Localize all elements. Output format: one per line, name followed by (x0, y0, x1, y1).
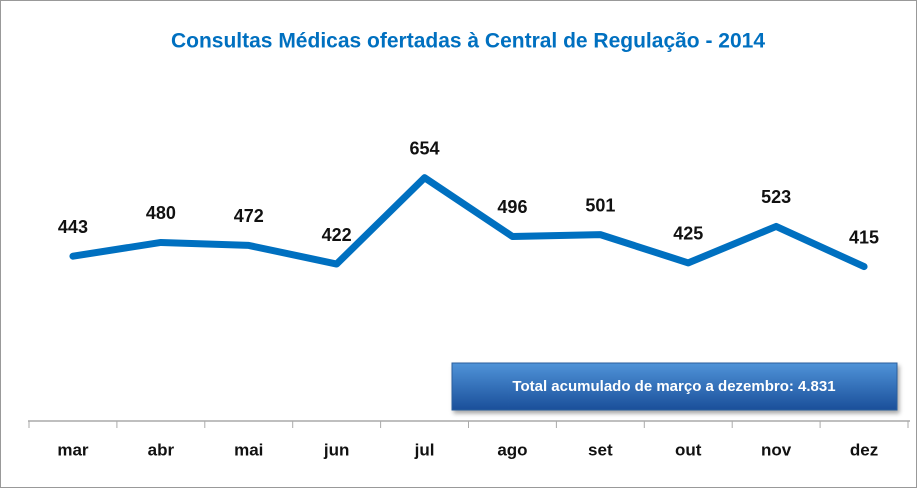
line (69, 174, 868, 271)
x-tick-label: abr (148, 440, 175, 459)
annotation: Total acumulado de março a dezembro: 4.8… (512, 378, 835, 395)
data-label: 415 (849, 227, 879, 247)
chart-title: Consultas Médicas ofertadas à Central de… (171, 30, 765, 53)
data-label: 443 (58, 217, 88, 237)
data-label: 654 (410, 138, 440, 158)
data-label: 422 (322, 225, 352, 245)
data-label: 425 (673, 224, 703, 244)
x-tick-label: jul (414, 440, 435, 459)
x-tick-label: ago (497, 440, 527, 459)
data-label: 480 (146, 203, 176, 223)
x-tick-label: mai (234, 440, 263, 459)
data-label: 523 (761, 187, 791, 207)
x-tick-label: nov (761, 440, 792, 459)
data-label: 472 (234, 206, 264, 226)
x-tick-label: dez (850, 440, 878, 459)
x-tick-label: jun (323, 440, 350, 459)
annotation-box (451, 362, 898, 411)
data-label: 501 (585, 195, 615, 215)
x-tick-label: mar (57, 440, 89, 459)
data-label: 496 (497, 197, 527, 217)
x-tick-label: set (588, 440, 613, 459)
x-tick-label: out (675, 440, 702, 459)
